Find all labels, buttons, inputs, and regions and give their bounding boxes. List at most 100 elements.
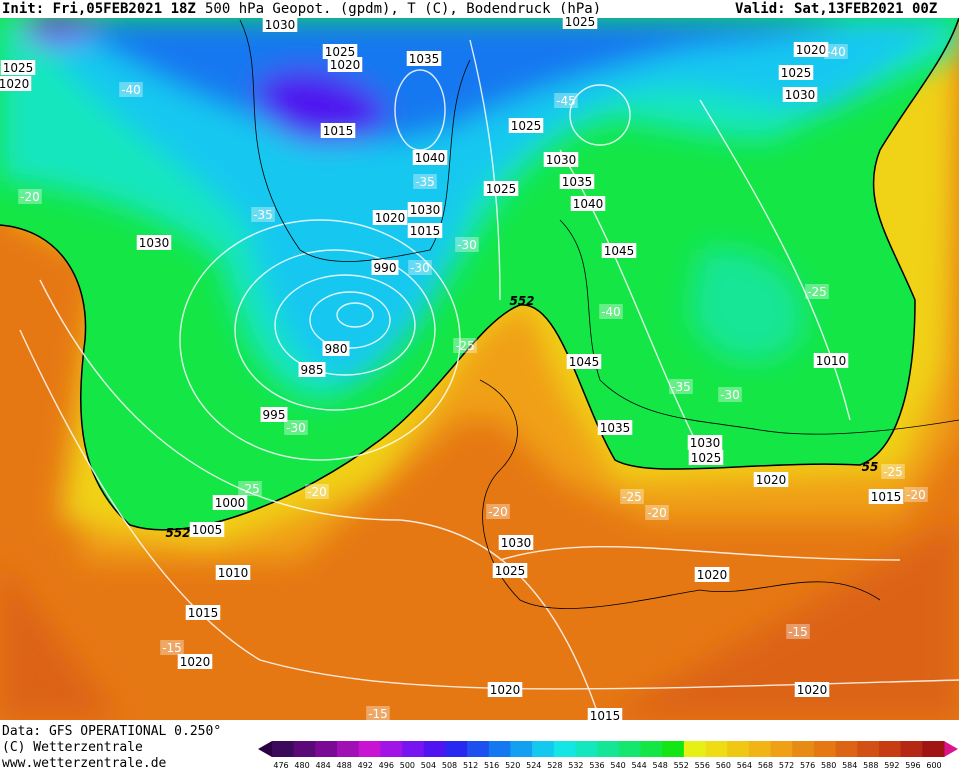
pressure-label: 1030 [546, 153, 577, 167]
map-label-group: 1035 [597, 420, 633, 435]
label-box [298, 362, 326, 377]
label-box [262, 17, 298, 32]
label-box [453, 338, 477, 353]
label-box [486, 504, 510, 519]
pressure-label: 1025 [781, 66, 812, 80]
colorbar-label: 516 [484, 761, 499, 770]
label-box [284, 420, 308, 435]
label-box [189, 522, 225, 537]
init-time: Init: Fri,05FEB2021 18Z [2, 1, 196, 17]
pressure-label: 1015 [871, 490, 902, 504]
pressure-label: 1020 [490, 683, 521, 697]
colorbar-swatch [423, 741, 446, 757]
pressure-label: 1025 [3, 61, 34, 75]
label-box [687, 435, 723, 450]
map-label-group: -25 [881, 464, 905, 479]
pressure-label: 1020 [375, 211, 406, 225]
colorbar-under [258, 741, 272, 757]
label-box [881, 464, 905, 479]
map-label-group: 1030 [782, 87, 818, 102]
pressure-label: 1025 [565, 15, 596, 29]
label-box [215, 565, 251, 580]
label-box [805, 284, 829, 299]
colorbar-label: 528 [547, 761, 562, 770]
pressure-label: 1015 [323, 124, 354, 138]
label-box [620, 489, 644, 504]
label-box [177, 654, 213, 669]
pressure-label: 1010 [218, 566, 249, 580]
label-box [543, 152, 579, 167]
label-box [587, 708, 623, 723]
pressure-label: 1010 [816, 354, 847, 368]
colorbar-label: 584 [842, 761, 857, 770]
map-label-group: 1000 [212, 495, 248, 510]
label-box [212, 495, 248, 510]
colorbar-label: 560 [716, 761, 731, 770]
map-label-group: 980 [322, 341, 350, 356]
colorbar-swatch [662, 741, 685, 757]
colorbar-swatch [467, 741, 490, 757]
map-label-group: 1020 [487, 682, 523, 697]
colorbar-label: 484 [315, 761, 330, 770]
map-label-group: -30 [408, 260, 432, 275]
map-label-group: 1030 [687, 435, 723, 450]
colorbar-label: 580 [821, 761, 836, 770]
pressure-label: 1005 [192, 523, 223, 537]
colorbar-label: 512 [463, 761, 478, 770]
temperature-label: -20 [307, 485, 327, 499]
copyright: (C) Wetterzentrale [2, 740, 143, 755]
colorbar-label: 600 [926, 761, 941, 770]
temperature-label: -30 [410, 261, 430, 275]
label-box [119, 82, 143, 97]
colorbar-label: 488 [337, 761, 352, 770]
label-box [0, 60, 36, 75]
map-label-group: -20 [486, 504, 510, 519]
colorbar-swatch [575, 741, 598, 757]
map-label-group: -40 [824, 44, 848, 59]
colorbar-swatch [705, 741, 728, 757]
label-box [566, 354, 602, 369]
map-label-group: -20 [645, 505, 669, 520]
height-label: 552 [509, 294, 534, 308]
pressure-label: 1035 [600, 421, 631, 435]
colorbar-swatch [727, 741, 750, 757]
height-label: 55 [862, 460, 879, 474]
colorbar-swatch [510, 741, 533, 757]
map-label-group: 1035 [406, 51, 442, 66]
data-source: Data: GFS OPERATIONAL 0.250° [2, 724, 221, 739]
map-label-group: 995 [260, 407, 288, 422]
pressure-label: 1035 [409, 52, 440, 66]
temperature-label: -40 [601, 305, 621, 319]
pressure-label: 1020 [180, 655, 211, 669]
temperature-label: -25 [240, 482, 260, 496]
map-label-group: -20 [305, 484, 329, 499]
map-label-group: 1040 [412, 150, 448, 165]
colorbar-label: 500 [400, 761, 415, 770]
label-box [793, 42, 829, 57]
label-box [813, 353, 849, 368]
valid-time: Valid: Sat,13FEB2021 00Z [735, 1, 937, 17]
map-label-group: 1020 [372, 210, 408, 225]
colorbar-swatch [553, 741, 576, 757]
map-label-group: -20 [18, 189, 42, 204]
label-box [371, 260, 399, 275]
map-label-group: -35 [413, 174, 437, 189]
label-box [487, 682, 523, 697]
map-label-group: 1020 [694, 567, 730, 582]
colorbar-swatch [532, 741, 555, 757]
map-label-group: 1045 [566, 354, 602, 369]
map-label-group: -15 [160, 640, 184, 655]
temperature-label: -15 [788, 625, 808, 639]
map-label-group: -25 [805, 284, 829, 299]
pressure-label: 1025 [325, 45, 356, 59]
temperature-label: -35 [671, 380, 691, 394]
map-label-group: 990 [371, 260, 399, 275]
label-box [554, 93, 578, 108]
pressure-label: 1015 [410, 224, 441, 238]
temperature-label: -35 [415, 175, 435, 189]
colorbar-label: 576 [800, 761, 815, 770]
label-box [786, 624, 810, 639]
colorbar-swatch [640, 741, 663, 757]
colorbar-swatch [315, 741, 338, 757]
